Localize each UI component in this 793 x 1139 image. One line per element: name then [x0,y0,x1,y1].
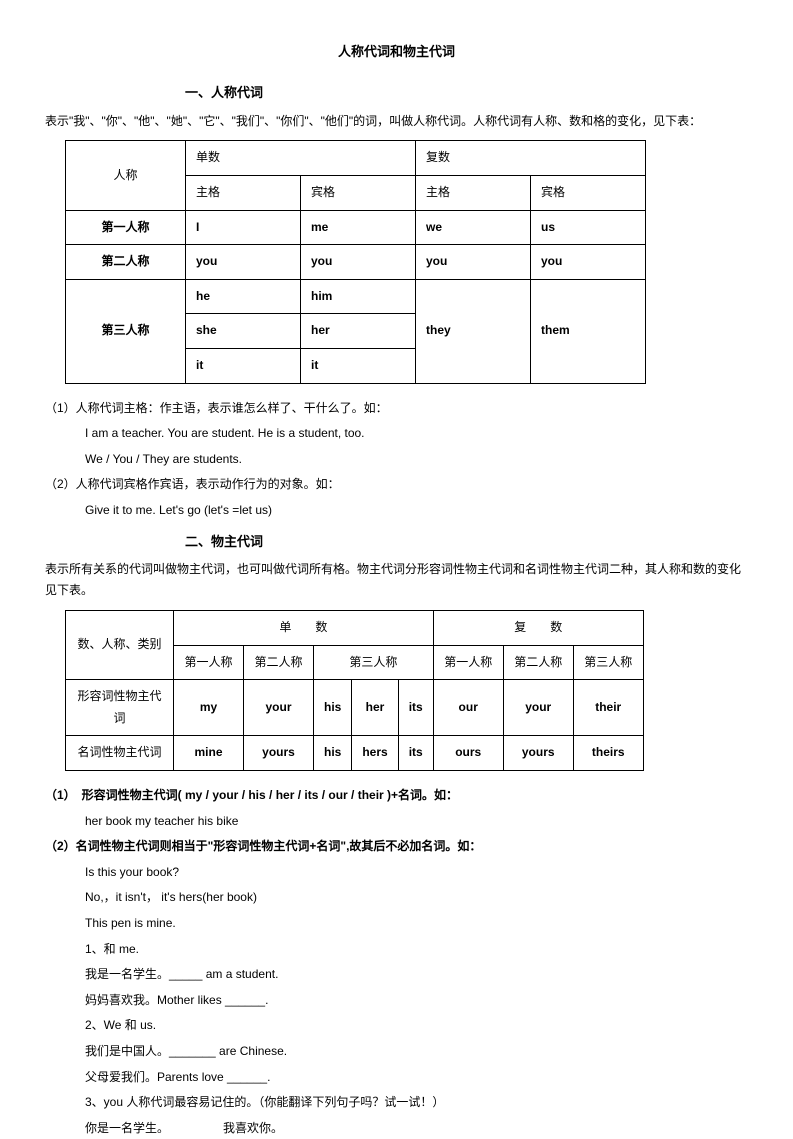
line4: 我是一名学生。_____ am a student. [85,964,748,986]
p1-so: me [301,210,416,245]
section1-heading: 一、人称代词 [185,81,748,104]
r2-c5: ours [433,736,503,771]
ex1a: I am a teacher. You are student. He is a… [85,423,748,445]
p3-ps: they [416,279,531,383]
p3-ss1: he [186,279,301,314]
th-person: 人称 [66,141,186,210]
line2: This pen is mine. [85,913,748,935]
p2-ss: you [186,245,301,280]
th-plural: 复数 [416,141,646,176]
line0: Is this your book? [85,862,748,884]
line3: 1、和 me. [85,939,748,961]
th2-sing: 单 数 [174,611,434,646]
th2-cat: 数、人称、类别 [66,611,174,680]
p2-so: you [301,245,416,280]
th2-s-p3: 第三人称 [314,645,434,680]
p1-label: 第一人称 [66,210,186,245]
p2-ps: you [416,245,531,280]
ex2-1: her book my teacher his bike [85,811,748,833]
p2-po: you [531,245,646,280]
r1-c6: your [503,680,573,736]
p1-ss: I [186,210,301,245]
r1-c4: its [398,680,433,736]
th-singular: 单数 [186,141,416,176]
section2-heading: 二、物主代词 [185,530,748,553]
th2-p-p1: 第一人称 [433,645,503,680]
line5: 妈妈喜欢我。Mother likes ______. [85,990,748,1012]
p3-ss2: she [186,314,301,349]
th-subj-s: 主格 [186,175,301,210]
r1-c7: their [573,680,643,736]
th2-p-p3: 第三人称 [573,645,643,680]
p3-po: them [531,279,646,383]
pronoun-table: 人称 单数 复数 主格 宾格 主格 宾格 第一人称 I me we us 第二人… [65,140,646,383]
p3-so2: her [301,314,416,349]
note2-2: （2）名词性物主代词则相当于"形容词性物主代词+名词",故其后不必加名词。如： [45,836,748,858]
section1-intro: 表示"我"、"你"、"他"、"她"、"它"、"我们"、"你们"、"他们"的词，叫… [45,111,748,133]
p3-so3: it [301,348,416,383]
p3-ss3: it [186,348,301,383]
line6: 2、We 和 us. [85,1015,748,1037]
possessive-table: 数、人称、类别 单 数 复 数 第一人称 第二人称 第三人称 第一人称 第二人称… [65,610,644,771]
r2-c3: hers [352,736,398,771]
r1-c2: his [314,680,352,736]
r2-c0: mine [174,736,244,771]
r2-c1: yours [244,736,314,771]
th2-s-p1: 第一人称 [174,645,244,680]
th-subj-p: 主格 [416,175,531,210]
r2-c6: yours [503,736,573,771]
th-obj-p: 宾格 [531,175,646,210]
r2-c2: his [314,736,352,771]
th2-plur: 复 数 [433,611,643,646]
r1-c0: my [174,680,244,736]
th-obj-s: 宾格 [301,175,416,210]
ex2a: Give it to me. Let's go (let's =let us) [85,500,748,522]
note1-1: （1）人称代词主格：作主语，表示谁怎么样了、干什么了。如： [45,398,748,420]
r2-label: 名词性物主代词 [66,736,174,771]
note2-1: （1） 形容词性物主代词( my / your / his / her / it… [45,785,748,807]
r1-c3: her [352,680,398,736]
p1-po: us [531,210,646,245]
th2-p-p2: 第二人称 [503,645,573,680]
p3-so1: him [301,279,416,314]
p1-ps: we [416,210,531,245]
p2-label: 第二人称 [66,245,186,280]
r2-c7: theirs [573,736,643,771]
line8: 父母爱我们。Parents love ______. [85,1067,748,1089]
r1-c1: your [244,680,314,736]
line7: 我们是中国人。_______ are Chinese. [85,1041,748,1063]
r2-c4: its [398,736,433,771]
th2-s-p2: 第二人称 [244,645,314,680]
line10: 你是一名学生。 我喜欢你。 [85,1118,748,1139]
line1: No,，it isn't， it's hers(her book) [85,887,748,909]
page-title: 人称代词和物主代词 [45,40,748,63]
ex1b: We / You / They are students. [85,449,748,471]
line9: 3、you 人称代词最容易记住的。（你能翻译下列句子吗？试一试！） [85,1092,748,1114]
note1-2: （2）人称代词宾格作宾语，表示动作行为的对象。如： [45,474,748,496]
r1-label: 形容词性物主代词 [66,680,174,736]
section2-intro: 表示所有关系的代词叫做物主代词，也可叫做代词所有格。物主代词分形容词性物主代词和… [45,559,748,602]
p3-label: 第三人称 [66,279,186,383]
r1-c5: our [433,680,503,736]
